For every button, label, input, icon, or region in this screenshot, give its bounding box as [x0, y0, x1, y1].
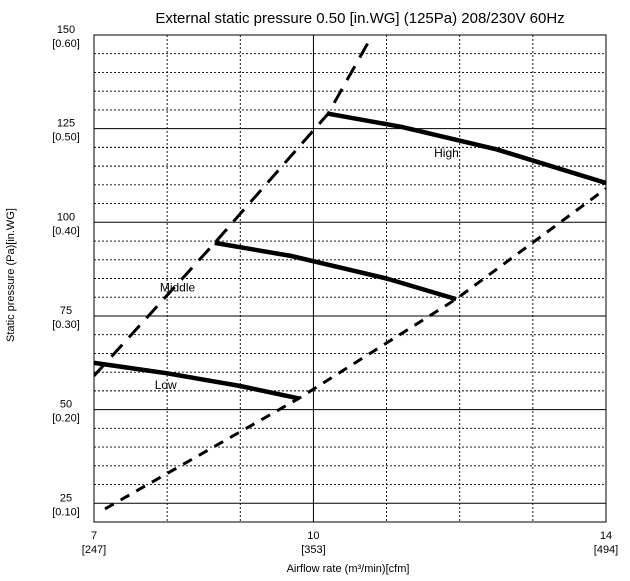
y-tick-sublabel: [0.50] — [52, 132, 80, 144]
y-tick-label: 150 — [57, 24, 75, 36]
y-tick-label: 50 — [60, 399, 72, 411]
y-tick-sublabel: [0.40] — [52, 225, 80, 237]
series-line-low — [94, 360, 300, 401]
x-tick-sublabel: [494] — [594, 544, 618, 556]
series-label-high: High — [434, 146, 459, 160]
x-axis-label: Airflow rate (m³/min)[cfm] — [287, 563, 410, 575]
y-tick-sublabel: [0.60] — [52, 38, 80, 50]
upper-limit-dashed-line — [94, 35, 375, 377]
y-tick-label: 125 — [57, 118, 75, 130]
y-tick-sublabel: [0.30] — [52, 319, 80, 331]
text-layer: External static pressure 0.50 [in.WG] (1… — [5, 10, 618, 575]
lower-limit-dashed-line — [104, 187, 606, 511]
series-line-middle — [214, 240, 457, 302]
y-tick-label: 100 — [57, 211, 75, 223]
plot-frame — [93, 34, 607, 523]
grid — [93, 34, 607, 523]
series-layer — [94, 35, 606, 511]
x-tick-label: 14 — [600, 530, 612, 542]
series-label-low: Low — [155, 378, 177, 392]
y-tick-sublabel: [0.10] — [52, 506, 80, 518]
x-tick-label: 7 — [91, 530, 97, 542]
y-tick-label: 25 — [60, 492, 72, 504]
chart-title: External static pressure 0.50 [in.WG] (1… — [155, 10, 564, 27]
x-tick-label: 10 — [307, 530, 319, 542]
y-axis-label: Static pressure (Pa)[in.WG] — [5, 208, 17, 342]
y-tick-sublabel: [0.20] — [52, 413, 80, 425]
x-tick-sublabel: [353] — [301, 544, 325, 556]
series-label-middle: Middle — [160, 281, 196, 295]
x-tick-sublabel: [247] — [82, 544, 106, 556]
y-tick-label: 75 — [60, 305, 72, 317]
series-line-high — [327, 111, 606, 186]
